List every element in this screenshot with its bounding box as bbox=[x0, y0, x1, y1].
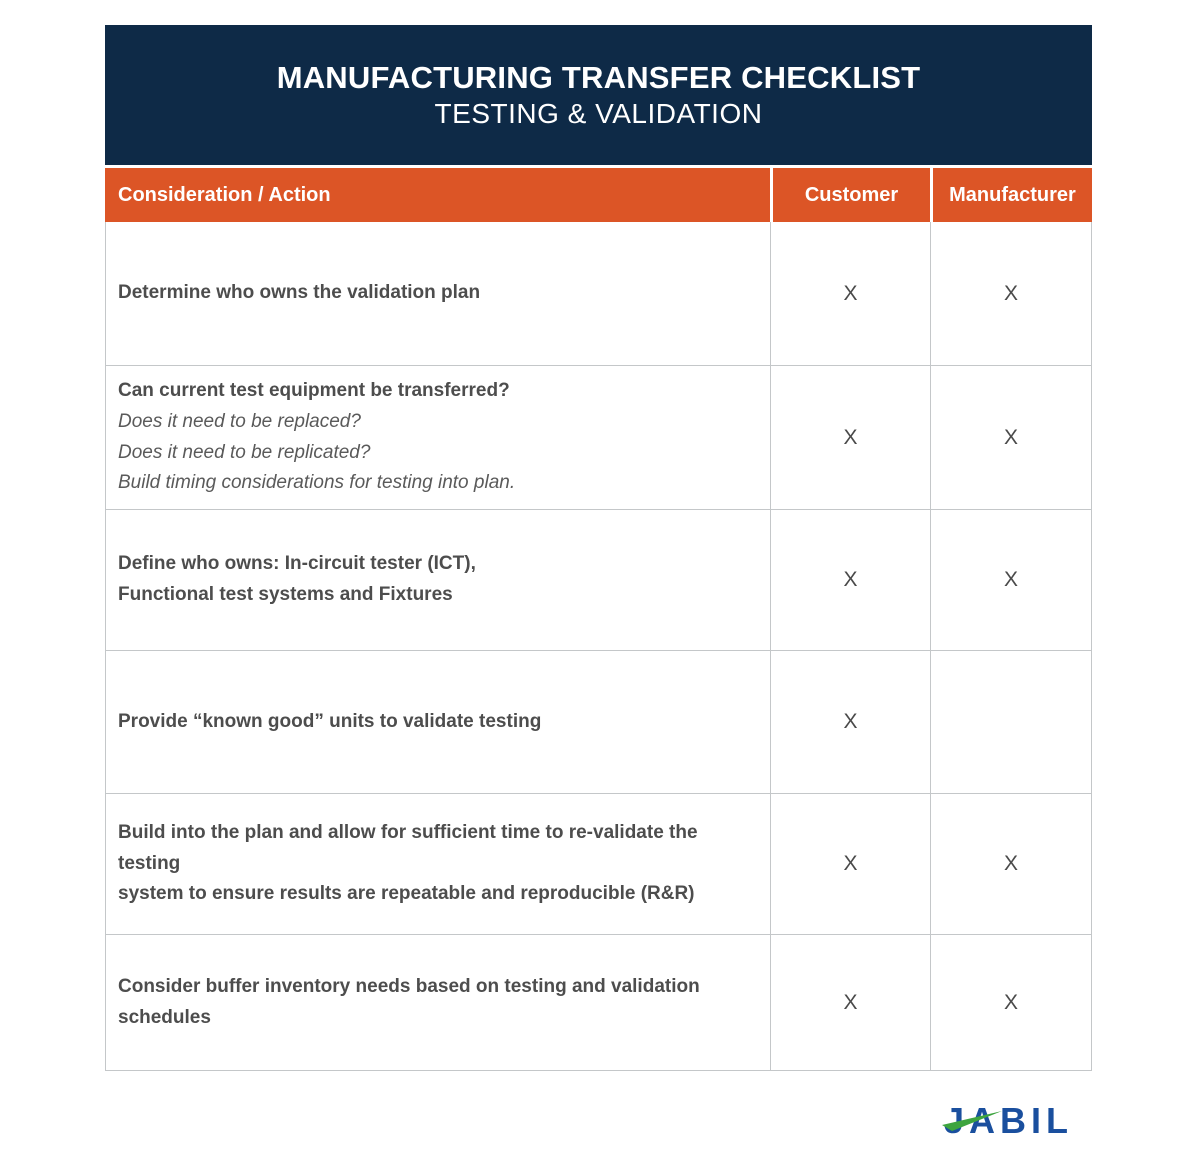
consideration-text: Can current test equipment be transferre… bbox=[118, 379, 510, 401]
column-header-consideration: Consideration / Action bbox=[118, 183, 331, 206]
customer-mark-cell: X bbox=[770, 794, 930, 934]
manufacturer-mark-cell: X bbox=[930, 222, 1091, 365]
manufacturer-mark-cell: X bbox=[930, 510, 1091, 650]
table-header-row: Consideration / Action Customer Manufact… bbox=[105, 168, 1092, 222]
manufacturer-mark: X bbox=[1003, 281, 1018, 305]
table-row: Can current test equipment be transferre… bbox=[106, 365, 1091, 509]
title-band: MANUFACTURING TRANSFER CHECKLIST TESTING… bbox=[105, 25, 1092, 165]
consideration-note: Does it need to be replicated? bbox=[118, 441, 371, 463]
customer-mark: X bbox=[843, 852, 858, 875]
checklist-sheet: MANUFACTURING TRANSFER CHECKLIST TESTING… bbox=[105, 25, 1092, 1071]
jabil-swoosh-icon bbox=[942, 1111, 1002, 1131]
manufacturer-mark: X bbox=[1003, 425, 1018, 449]
customer-mark: X bbox=[843, 425, 858, 449]
customer-mark-cell: X bbox=[770, 651, 930, 793]
consideration-text: Determine who owns the validation plan bbox=[118, 282, 481, 304]
manufacturer-mark: X bbox=[1003, 568, 1018, 591]
consideration-cell: Determine who owns the validation plan bbox=[106, 222, 770, 365]
customer-mark: X bbox=[843, 281, 858, 305]
table-body: Determine who owns the validation plan X… bbox=[105, 222, 1092, 1071]
customer-mark-cell: X bbox=[770, 366, 930, 509]
consideration-note: Does it need to be replaced? bbox=[118, 410, 361, 432]
column-header-customer: Customer bbox=[770, 168, 930, 222]
consideration-note: Build timing considerations for testing … bbox=[118, 472, 516, 494]
consideration-cell: Provide “known good” units to validate t… bbox=[106, 651, 770, 793]
customer-mark: X bbox=[843, 568, 858, 591]
jabil-logo-graphic: JABIL bbox=[942, 1100, 1068, 1141]
consideration-cell: Can current test equipment be transferre… bbox=[106, 366, 770, 509]
table-row: Define who owns: In-circuit tester (ICT)… bbox=[106, 509, 1091, 650]
table-row: Consider buffer inventory needs based on… bbox=[106, 934, 1091, 1070]
consideration-cell: Build into the plan and allow for suffic… bbox=[106, 794, 770, 934]
customer-mark-cell: X bbox=[770, 935, 930, 1070]
manufacturer-mark-cell: X bbox=[930, 935, 1091, 1070]
consideration-text: Build into the plan and allow for suffic… bbox=[118, 821, 698, 905]
consideration-text: Consider buffer inventory needs based on… bbox=[118, 975, 700, 1028]
page-title: MANUFACTURING TRANSFER CHECKLIST bbox=[276, 59, 921, 95]
consideration-cell: Consider buffer inventory needs based on… bbox=[106, 935, 770, 1070]
consideration-text: Define who owns: In-circuit tester (ICT)… bbox=[118, 553, 476, 605]
manufacturer-mark: X bbox=[1003, 990, 1018, 1014]
manufacturer-mark-cell bbox=[930, 651, 1091, 793]
customer-mark-cell: X bbox=[770, 510, 930, 650]
customer-mark: X bbox=[843, 710, 858, 733]
table-row: Build into the plan and allow for suffic… bbox=[106, 793, 1091, 934]
consideration-text: Provide “known good” units to validate t… bbox=[118, 710, 542, 732]
manufacturer-mark: X bbox=[1003, 852, 1018, 875]
table-row: Provide “known good” units to validate t… bbox=[106, 650, 1091, 793]
manufacturer-mark-cell: X bbox=[930, 366, 1091, 509]
consideration-cell: Define who owns: In-circuit tester (ICT)… bbox=[106, 510, 770, 650]
jabil-logo: JABIL bbox=[942, 1094, 1092, 1142]
page-subtitle: TESTING & VALIDATION bbox=[434, 97, 763, 129]
customer-mark-cell: X bbox=[770, 222, 930, 365]
customer-mark: X bbox=[843, 990, 858, 1014]
manufacturer-mark-cell: X bbox=[930, 794, 1091, 934]
column-header-manufacturer: Manufacturer bbox=[930, 168, 1092, 222]
table-row: Determine who owns the validation plan X… bbox=[106, 222, 1091, 365]
